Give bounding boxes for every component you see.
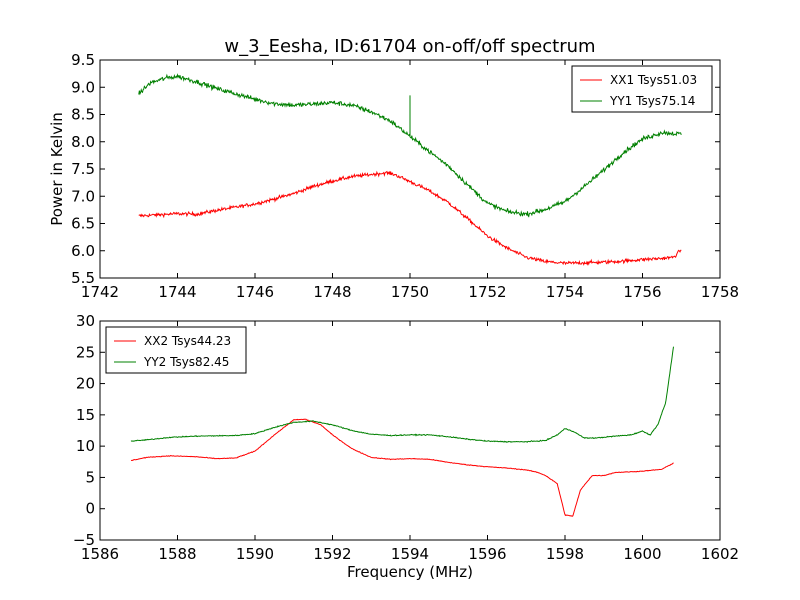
y-tick-label: 7.5 — [71, 160, 95, 178]
legend: XX1 Tsys51.03 YY1 Tsys75.14 — [571, 65, 713, 113]
y-tick-label: 9.0 — [71, 78, 95, 96]
x-tick-label: 1598 — [546, 545, 584, 563]
legend-entry: XX1 Tsys51.03 — [610, 73, 697, 87]
x-tick-label: 1600 — [623, 545, 661, 563]
legend-entry: YY1 Tsys75.14 — [609, 94, 695, 108]
series-line-1 — [138, 170, 682, 266]
y-tick-label: 10 — [76, 437, 95, 455]
y-tick-label: 15 — [76, 406, 95, 424]
series-line-1 — [130, 418, 674, 517]
x-tick-label: 1594 — [391, 545, 429, 563]
legend: XX2 Tsys44.23 YY2 Tsys82.45 — [105, 326, 247, 374]
x-tick-label: 1754 — [546, 283, 584, 301]
series-line-2 — [130, 346, 674, 443]
y-axis-label: Power in Kelvin — [48, 112, 66, 226]
x-tick-label: 1746 — [236, 283, 274, 301]
x-tick-label: 1592 — [313, 545, 351, 563]
x-axis-label: Frequency (MHz) — [347, 563, 473, 581]
y-tick-label: 6.0 — [71, 242, 95, 260]
y-tick-label: 8.0 — [71, 133, 95, 151]
x-tick-label: 1748 — [313, 283, 351, 301]
top-spectrum-panel: 1742 1744 1746 1748 1750 1752 1754 1756 1758 5.5 6… — [48, 51, 739, 301]
legend-entry: YY2 Tsys82.45 — [143, 355, 229, 369]
y-tick-label: 7.0 — [71, 187, 95, 205]
y-tick-label: 25 — [76, 343, 95, 361]
y-tick-label: 30 — [76, 312, 95, 330]
x-tick-label: 1586 — [81, 545, 119, 563]
x-tick-label: 1752 — [468, 283, 506, 301]
legend-entry: XX2 Tsys44.23 — [144, 334, 231, 348]
x-tick-label: 1588 — [158, 545, 196, 563]
x-tick-label: 1758 — [701, 283, 739, 301]
y-tick-label: 6.5 — [71, 215, 95, 233]
y-tick-label: 0 — [85, 500, 95, 518]
y-tick-label: 8.5 — [71, 106, 95, 124]
legend-box — [105, 326, 247, 374]
x-tick-label: 1744 — [158, 283, 196, 301]
chart-title: w_3_Eesha, ID:61704 on-off/off spectrum — [224, 36, 595, 57]
x-tick-label: 1756 — [623, 283, 661, 301]
y-tick-label: −5 — [73, 531, 95, 549]
x-tick-label: 1596 — [468, 545, 506, 563]
legend-box — [571, 65, 713, 113]
y-tick-label: 9.5 — [71, 51, 95, 69]
y-tick-label: 5.5 — [71, 269, 95, 287]
bottom-spectrum-panel: 1586 1588 1590 1592 1594 1596 1598 1600 1602 −5 0 5… — [73, 312, 739, 581]
x-tick-label: 1742 — [81, 283, 119, 301]
x-tick-label: 1750 — [391, 283, 429, 301]
x-tick-label: 1590 — [236, 545, 274, 563]
y-tick-label: 5 — [85, 468, 95, 486]
x-tick-label: 1602 — [701, 545, 739, 563]
y-tick-label: 20 — [76, 375, 95, 393]
series-line-2 — [138, 73, 682, 218]
